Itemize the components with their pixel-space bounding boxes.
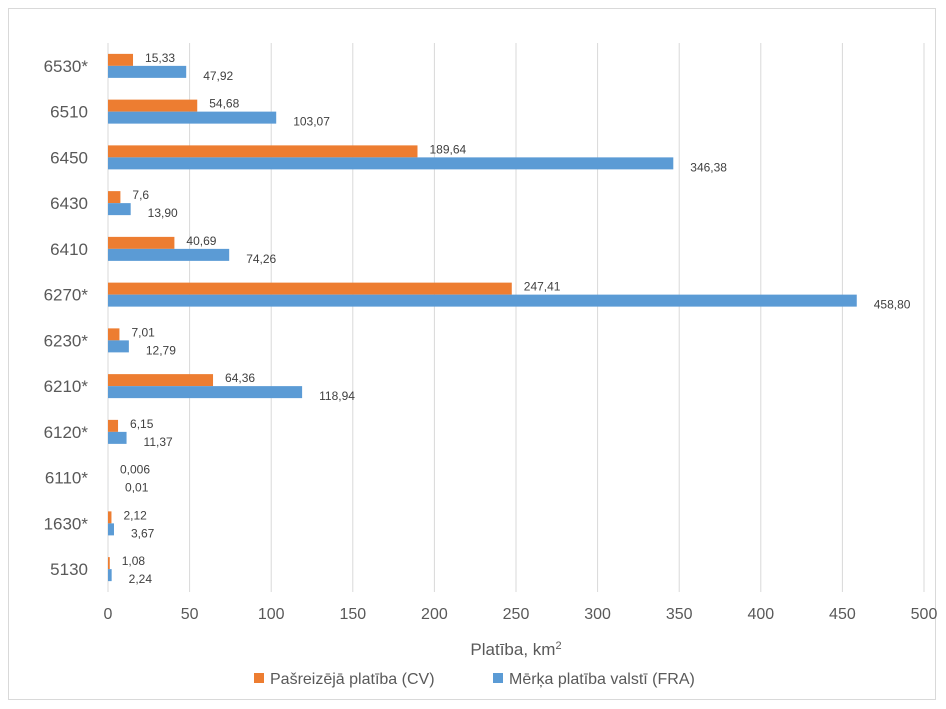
bar — [108, 511, 112, 524]
data-label: 458,80 — [874, 298, 911, 312]
data-label: 0,006 — [120, 463, 150, 477]
bar — [108, 236, 175, 249]
data-label: 1,08 — [122, 554, 146, 568]
bar — [108, 523, 114, 536]
bar — [108, 431, 127, 444]
data-label: 40,69 — [186, 234, 216, 248]
x-axis-title-superscript: 2 — [555, 640, 561, 652]
data-label: 247,41 — [524, 280, 561, 294]
chart-frame: 15,33 47,92 54,68 103,07 189,64 346,38 7,6 13,9… — [8, 8, 937, 700]
bars — [108, 53, 857, 582]
bar — [108, 111, 277, 124]
bar — [108, 557, 110, 570]
data-label: 103,07 — [293, 115, 330, 129]
category-label: 6120* — [44, 423, 89, 442]
x-tick-label: 500 — [911, 606, 937, 623]
data-label: 3,67 — [131, 526, 155, 540]
bar — [108, 203, 131, 216]
bar — [108, 419, 119, 432]
data-label: 6,15 — [130, 417, 154, 431]
x-tick-label: 100 — [258, 606, 285, 623]
x-tick-label: 50 — [181, 606, 199, 623]
legend-swatch — [493, 673, 503, 683]
data-label: 7,01 — [131, 325, 155, 339]
category-label: 6210* — [44, 377, 89, 396]
bar — [108, 53, 134, 66]
data-label: 54,68 — [209, 97, 239, 111]
x-axis-title-text: Platība, km — [470, 640, 555, 659]
category-label: 6510 — [50, 103, 88, 122]
bar — [108, 191, 121, 204]
data-label: 74,26 — [246, 252, 276, 266]
category-label: 6230* — [44, 331, 89, 350]
bar — [108, 340, 129, 353]
data-label: 189,64 — [429, 142, 466, 156]
x-tick-label: 350 — [666, 606, 693, 623]
bar — [108, 328, 120, 341]
data-label: 346,38 — [690, 160, 727, 174]
data-label: 13,90 — [148, 206, 178, 220]
x-tick-label: 300 — [584, 606, 611, 623]
bar — [108, 157, 674, 170]
data-label: 7,6 — [132, 188, 149, 202]
bar — [108, 65, 187, 78]
x-tick-label: 250 — [503, 606, 530, 623]
data-label: 15,33 — [145, 51, 175, 65]
x-tick-label: 400 — [747, 606, 774, 623]
bar-chart: 15,33 47,92 54,68 103,07 189,64 346,38 7,6 13,9… — [44, 43, 937, 688]
category-label: 1630* — [44, 514, 89, 533]
legend-label: Mērķa platība valstī (FRA) — [509, 671, 695, 688]
category-label: 5130 — [50, 560, 88, 579]
bar — [108, 282, 512, 295]
data-label: 2,12 — [123, 508, 147, 522]
bar — [108, 145, 418, 158]
x-axis-title: Platība, km2 — [470, 640, 561, 659]
legend-label: Pašreizējā platība (CV) — [270, 671, 435, 688]
bar — [108, 386, 303, 399]
gridlines — [107, 43, 925, 592]
category-label: 6530* — [44, 57, 89, 76]
x-tick-label: 0 — [104, 606, 113, 623]
bar — [108, 374, 214, 387]
bar — [108, 99, 198, 112]
x-tick-label: 450 — [829, 606, 856, 623]
x-tick-labels: 0 50 100 150 200 250 300 350 400 450 500 — [104, 606, 937, 623]
x-tick-label: 150 — [339, 606, 366, 623]
data-labels: 15,33 47,92 54,68 103,07 189,64 346,38 7,6 13,9… — [120, 51, 911, 586]
data-label: 12,79 — [146, 343, 176, 357]
x-tick-label: 200 — [421, 606, 448, 623]
bar — [108, 248, 230, 261]
legend-swatch — [254, 673, 264, 683]
data-label: 118,94 — [319, 389, 355, 403]
data-label: 11,37 — [144, 435, 173, 449]
data-label: 0,01 — [125, 481, 149, 495]
category-label: 6410 — [50, 240, 88, 259]
data-label: 47,92 — [203, 69, 233, 83]
category-label: 6430 — [50, 194, 88, 213]
category-label: 6450 — [50, 148, 88, 167]
legend: Pašreizējā platība (CV) Mērķa platība val… — [254, 671, 695, 688]
category-label: 6110* — [45, 469, 89, 488]
data-label: 64,36 — [225, 371, 255, 385]
data-label: 2,24 — [129, 572, 153, 586]
bar — [108, 294, 857, 307]
category-label: 6270* — [44, 286, 89, 305]
category-labels: 6530* 6510 6450 6430 6410 6270* 6230* 6210* 6120… — [44, 57, 89, 579]
bar — [108, 569, 112, 582]
